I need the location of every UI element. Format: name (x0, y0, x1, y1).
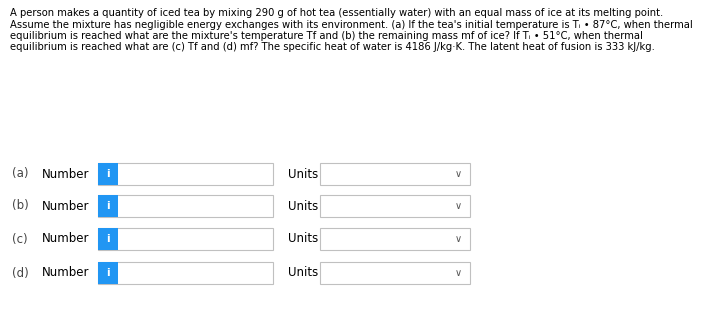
Bar (98, 195, 118, 217)
Bar (98, 262, 118, 284)
Text: A person makes a quantity of iced tea by mixing 290 g of hot tea (essentially wa: A person makes a quantity of iced tea by… (10, 8, 663, 18)
Text: equilibrium is reached what are the mixture's temperature Tf and (b) the remaini: equilibrium is reached what are the mixt… (10, 31, 643, 41)
Bar (98, 228, 118, 250)
Text: i: i (106, 169, 110, 179)
Bar (320, 163, 470, 185)
Text: ∨: ∨ (454, 201, 462, 211)
Text: Number: Number (42, 200, 89, 213)
Text: Number: Number (42, 232, 89, 245)
Text: Units: Units (288, 167, 318, 180)
Bar (98, 228, 273, 250)
Bar (320, 228, 470, 250)
Bar (320, 195, 470, 217)
Text: ∨: ∨ (454, 234, 462, 244)
Text: (b): (b) (12, 200, 29, 213)
Text: (a): (a) (12, 167, 28, 180)
Bar (98, 163, 118, 185)
Text: Assume the mixture has negligible energy exchanges with its environment. (a) If : Assume the mixture has negligible energy… (10, 19, 693, 29)
Text: i: i (106, 201, 110, 211)
Bar (98, 163, 273, 185)
Text: ∨: ∨ (454, 268, 462, 278)
Text: i: i (106, 268, 110, 278)
Text: Number: Number (42, 167, 89, 180)
Text: Units: Units (288, 266, 318, 280)
Text: (d): (d) (12, 266, 29, 280)
Bar (98, 262, 273, 284)
Bar (98, 195, 273, 217)
Text: Units: Units (288, 232, 318, 245)
Text: Units: Units (288, 200, 318, 213)
Text: (c): (c) (12, 232, 28, 245)
Text: equilibrium is reached what are (c) Tf and (d) mf? The specific heat of water is: equilibrium is reached what are (c) Tf a… (10, 43, 655, 53)
Text: Number: Number (42, 266, 89, 280)
Text: ∨: ∨ (454, 169, 462, 179)
Bar (320, 262, 470, 284)
Text: i: i (106, 234, 110, 244)
